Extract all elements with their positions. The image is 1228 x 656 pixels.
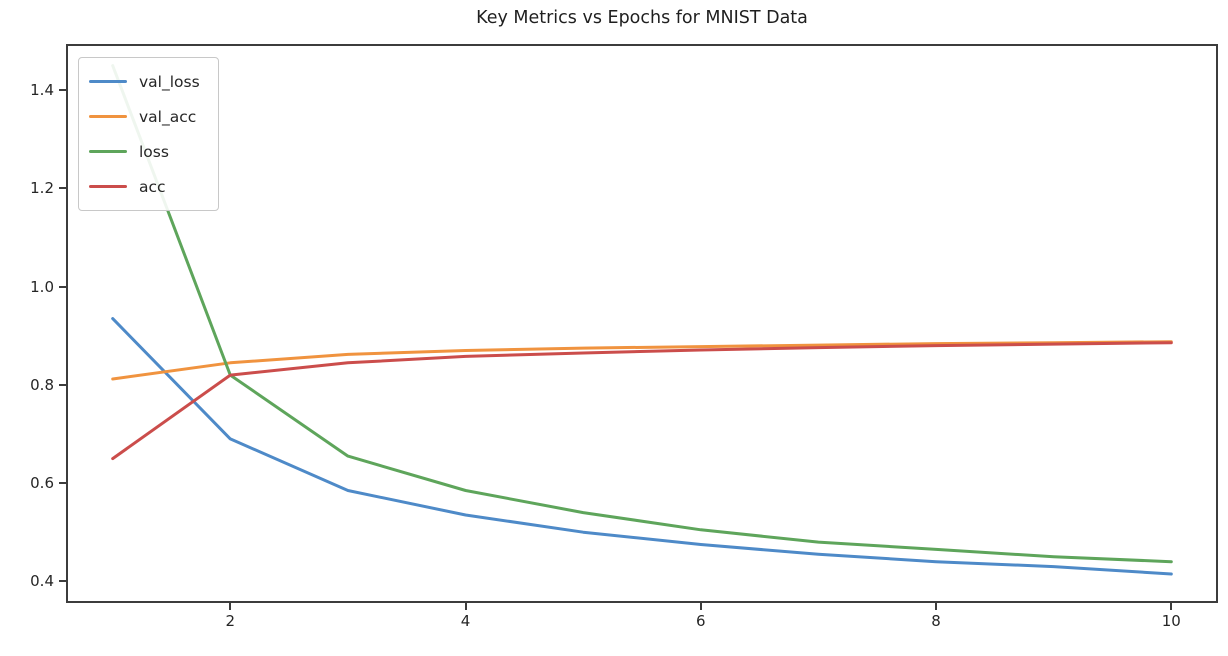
series-line-loss <box>111 64 1173 564</box>
line-chart <box>111 64 1173 576</box>
legend-swatch-loss <box>89 150 127 153</box>
y-tick-label-0.4: 0.4 <box>30 572 54 591</box>
y-tick-mark <box>59 383 66 386</box>
y-tick-label-0.6: 0.6 <box>30 474 54 493</box>
x-tick-mark <box>935 603 938 610</box>
y-tick-mark <box>59 187 66 190</box>
y-tick-mark <box>59 89 66 92</box>
legend-label-loss: loss <box>139 142 169 161</box>
y-tick-label-0.8: 0.8 <box>30 375 54 394</box>
chart-title: Key Metrics vs Epochs for MNIST Data <box>476 8 808 28</box>
legend-item-val_loss: val_loss <box>89 64 200 99</box>
legend-item-acc: acc <box>89 169 200 204</box>
legend-label-val_acc: val_acc <box>139 107 197 126</box>
y-tick-mark <box>59 580 66 583</box>
x-tick-label-6: 6 <box>696 612 706 630</box>
x-tick-mark <box>1170 603 1173 610</box>
series-line-val_acc <box>111 340 1173 381</box>
legend-label-acc: acc <box>139 177 166 196</box>
legend-swatch-acc <box>89 185 127 188</box>
series-line-acc <box>111 341 1173 461</box>
y-tick-mark <box>59 482 66 485</box>
x-tick-label-8: 8 <box>931 612 941 630</box>
y-tick-label-1.2: 1.2 <box>30 179 54 198</box>
x-tick-mark <box>229 603 232 610</box>
legend-swatch-val_acc <box>89 115 127 118</box>
legend-item-loss: loss <box>89 134 200 169</box>
legend-item-val_acc: val_acc <box>89 99 200 134</box>
x-tick-label-10: 10 <box>1161 612 1181 630</box>
x-tick-mark <box>699 603 702 610</box>
legend-swatch-val_loss <box>89 80 127 83</box>
x-tick-label-2: 2 <box>225 612 236 630</box>
y-tick-mark <box>59 285 66 288</box>
y-tick-label-1.0: 1.0 <box>30 277 54 296</box>
series-line-val_loss <box>111 317 1173 576</box>
x-tick-mark <box>464 603 467 610</box>
x-tick-label-4: 4 <box>460 612 471 630</box>
legend-label-val_loss: val_loss <box>139 72 200 91</box>
y-tick-label-1.4: 1.4 <box>30 81 54 100</box>
